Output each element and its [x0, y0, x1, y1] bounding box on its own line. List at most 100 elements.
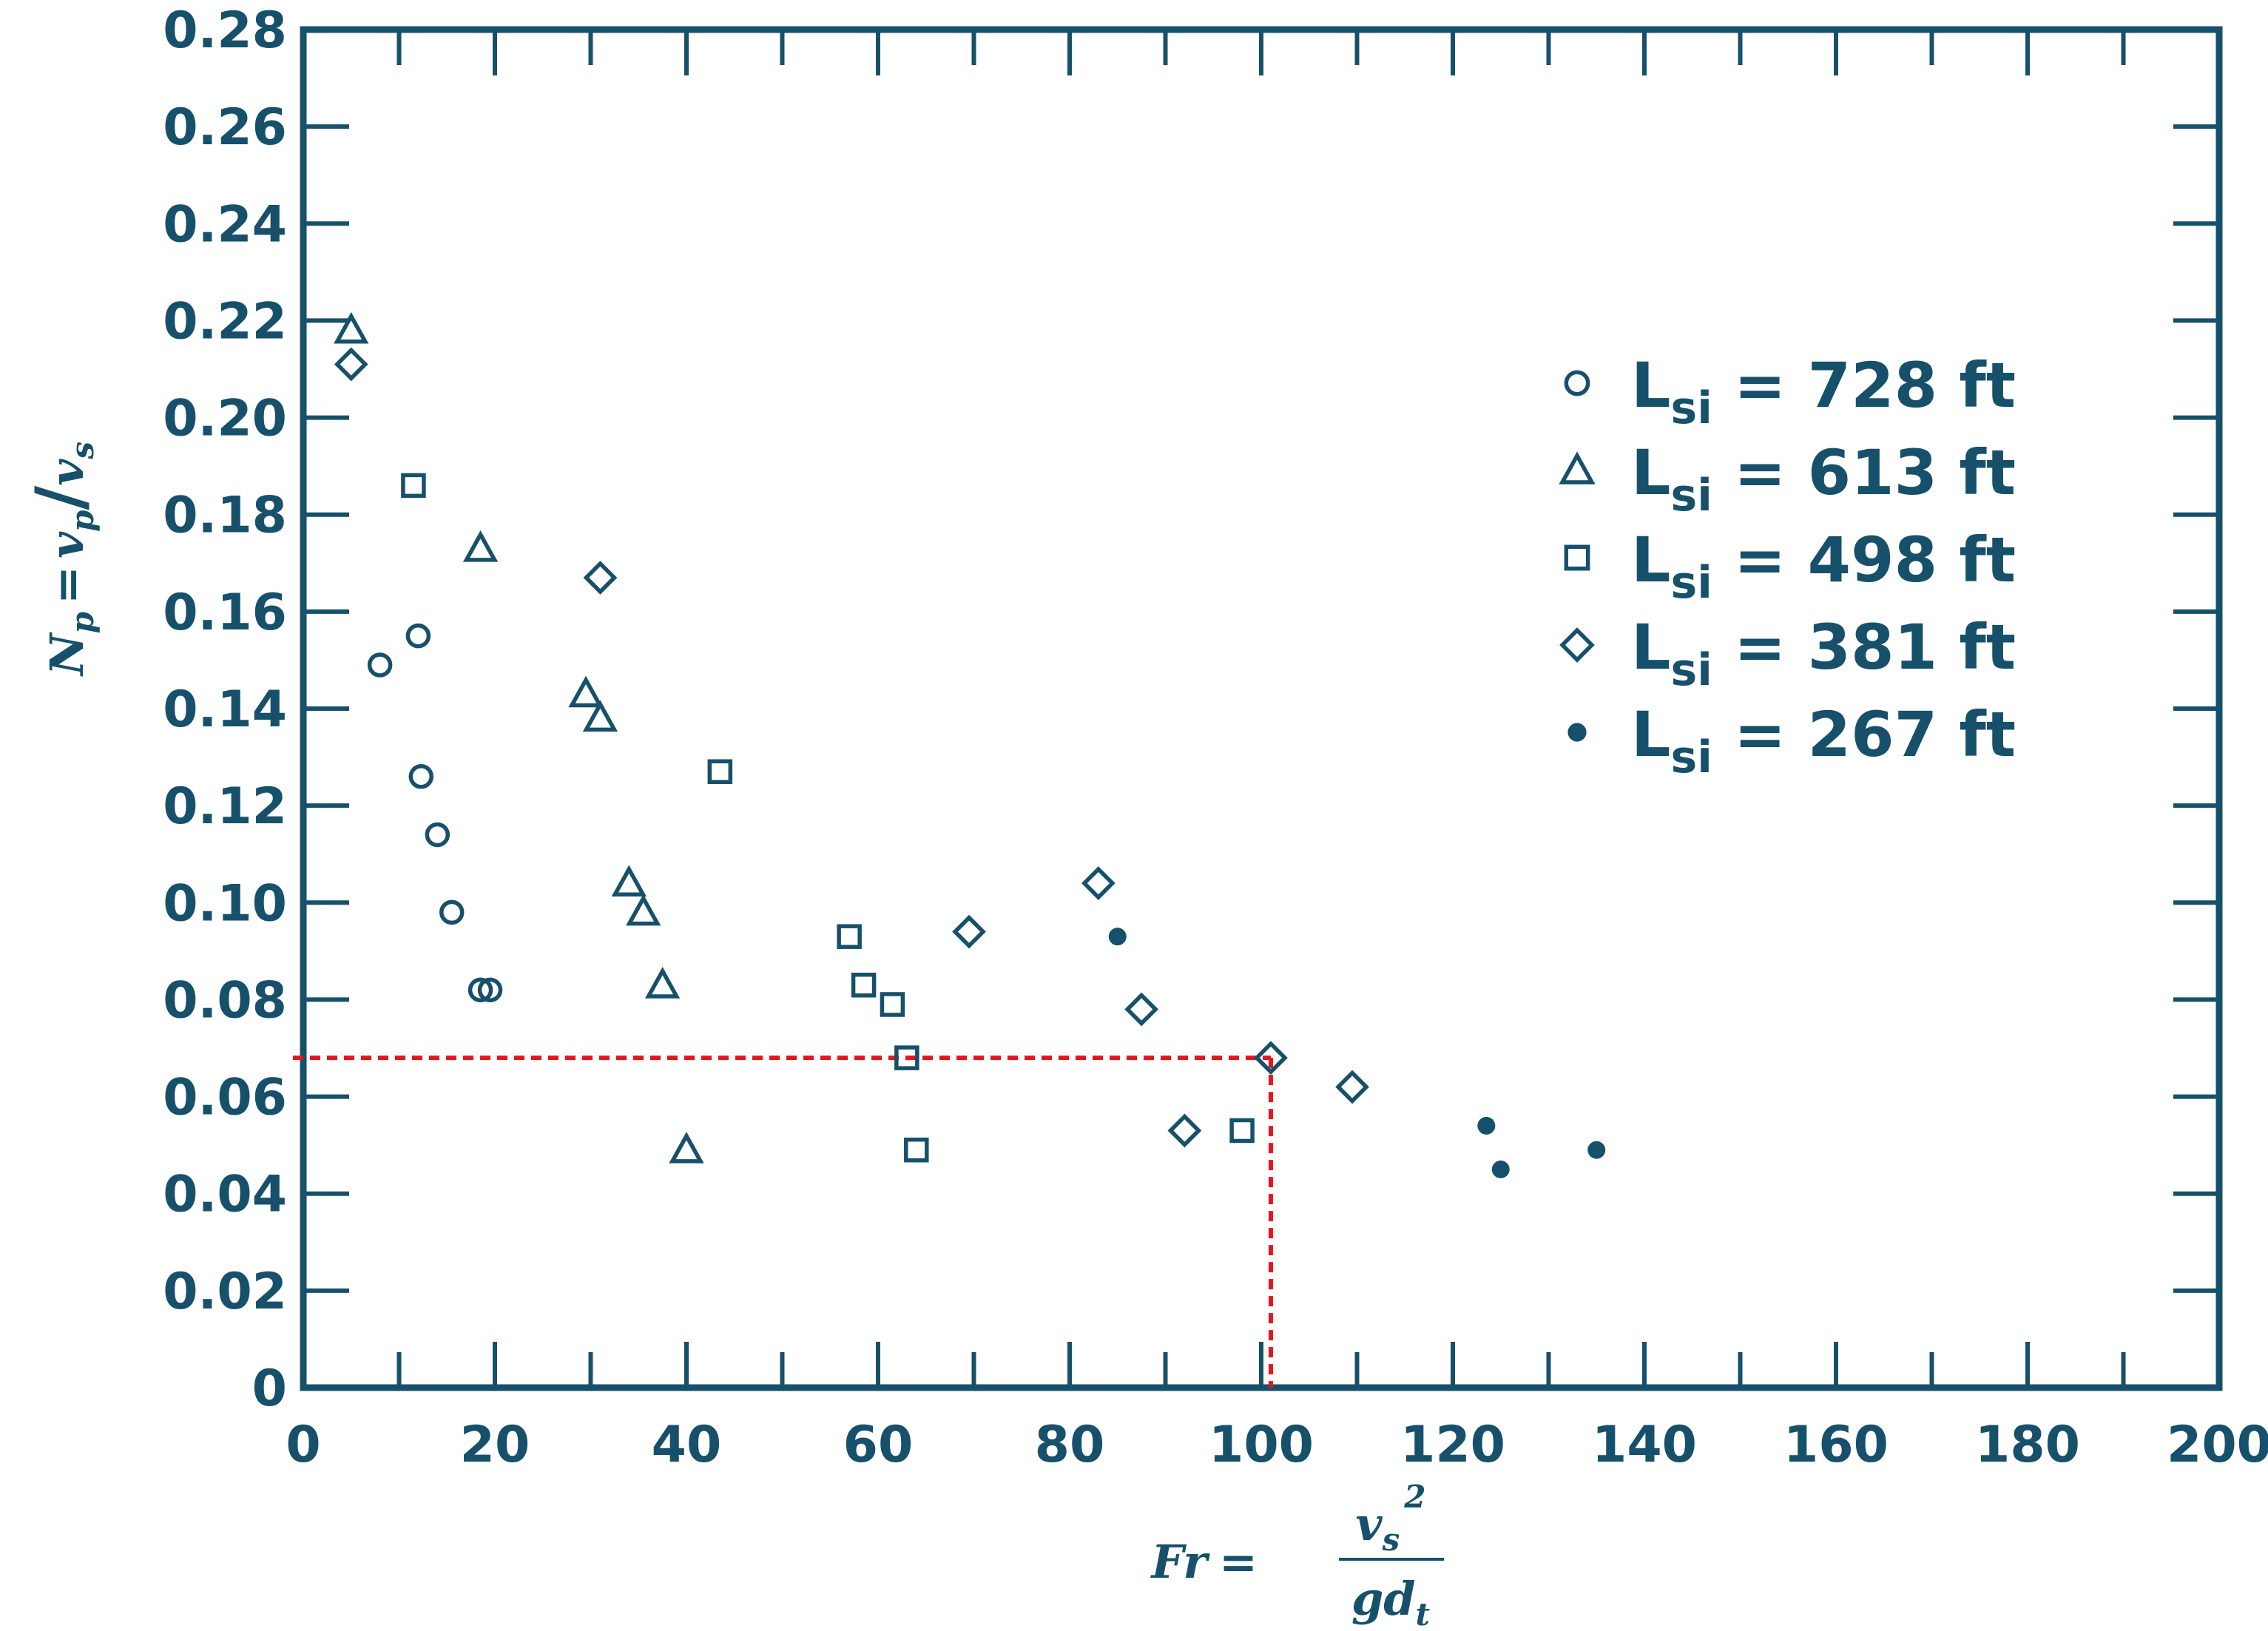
- x-tick-label: 100: [1209, 1416, 1314, 1474]
- point-dot: [1477, 1116, 1496, 1135]
- point-triangle: [462, 530, 499, 562]
- y-tick-label: 0.18: [163, 487, 287, 545]
- y-label-slash: /: [21, 486, 99, 510]
- y-label-num-sub: p: [64, 510, 101, 532]
- y-label-den: v: [40, 459, 94, 486]
- svg-text:gdt: gdt: [1351, 1572, 1430, 1631]
- svg-text:vs2: vs2: [1356, 1479, 1426, 1558]
- legend-label: Lsi = 728 ft: [1631, 349, 2016, 434]
- y-tick-label: 0.16: [163, 584, 287, 642]
- x-axis-label: Fr = vs2 gdt: [1150, 1479, 1444, 1631]
- point-diamond: [1081, 866, 1116, 900]
- x-tick-label: 200: [2167, 1416, 2268, 1474]
- svg-text:Np=vp/vs: Np=vp/vs: [21, 442, 101, 677]
- legend-label: Lsi = 381 ft: [1631, 611, 2016, 696]
- point-circle: [367, 652, 393, 678]
- point-square: [837, 924, 862, 949]
- point-triangle: [611, 865, 647, 897]
- x-label-numerator-sub: s: [1382, 1522, 1400, 1558]
- plot-frame: [300, 26, 2223, 1391]
- x-tick-label: 60: [843, 1416, 914, 1474]
- x-tick-label: 20: [460, 1416, 530, 1474]
- y-tick-label: 0.06: [163, 1069, 287, 1127]
- point-circle: [405, 623, 431, 649]
- legend-label: Lsi = 613 ft: [1631, 436, 2016, 521]
- y-label-num: v: [40, 531, 94, 558]
- y-label-den-sub: s: [64, 442, 101, 460]
- svg-text:Fr=: Fr =: [1150, 1535, 1258, 1589]
- y-axis-label: Np=vp/vs: [21, 442, 101, 677]
- y-tick-label: 0.08: [163, 971, 287, 1030]
- y-tick-label: 0.22: [163, 292, 287, 351]
- x-tick-label: 40: [652, 1416, 722, 1474]
- x-tick-label: 80: [1035, 1416, 1105, 1474]
- point-circle: [477, 977, 503, 1003]
- y-tick-label: 0.20: [163, 390, 287, 448]
- y-tick-label: 0.10: [163, 874, 287, 933]
- point-triangle: [568, 675, 604, 708]
- point-square: [894, 1045, 919, 1070]
- y-tick-label: 0.24: [163, 195, 287, 254]
- point-diamond: [1254, 1041, 1288, 1075]
- y-tick-label: 0.02: [163, 1263, 287, 1321]
- point-circle: [425, 822, 450, 848]
- x-label-denominator: gd: [1351, 1572, 1416, 1626]
- point-diamond: [952, 914, 986, 949]
- legend-marker-triangle: [1559, 451, 1596, 484]
- point-square: [851, 973, 877, 998]
- legend-label: Lsi = 267 ft: [1631, 698, 2016, 783]
- point-diamond: [334, 347, 368, 382]
- x-tick-label: 180: [1975, 1416, 2080, 1474]
- legend-marker-dot: [1567, 723, 1587, 742]
- point-triangle: [669, 1132, 704, 1164]
- point-circle: [468, 977, 493, 1003]
- point-diamond: [1167, 1113, 1202, 1148]
- point-triangle: [582, 700, 618, 732]
- reference-lines: [293, 1056, 1273, 1388]
- y-tick-label: 0.12: [163, 777, 287, 836]
- legend-marker-circle: [1564, 370, 1590, 396]
- point-diamond: [1124, 992, 1159, 1027]
- point-dot: [1491, 1160, 1510, 1178]
- x-tick-label: 120: [1400, 1416, 1505, 1474]
- point-square: [880, 992, 905, 1017]
- axis-ticks: [303, 30, 2219, 1388]
- point-square: [1229, 1118, 1255, 1144]
- point-diamond: [1335, 1070, 1369, 1104]
- x-label-numerator: v: [1356, 1497, 1383, 1551]
- data-points: [334, 311, 1606, 1178]
- point-circle: [408, 764, 434, 789]
- y-label-eq: =: [40, 566, 94, 604]
- point-triangle: [644, 967, 681, 999]
- x-label-lhs: Fr: [1150, 1535, 1210, 1589]
- x-tick-label: 160: [1783, 1416, 1889, 1474]
- point-dot: [1108, 928, 1127, 946]
- x-label-eq: =: [1219, 1535, 1258, 1589]
- point-square: [401, 473, 426, 499]
- legend-marker-diamond: [1559, 627, 1595, 663]
- point-triangle: [334, 311, 369, 344]
- y-label-lhs: N: [40, 632, 94, 677]
- y-label-lhs-sub: p: [64, 612, 101, 633]
- point-diamond: [583, 561, 618, 595]
- legend-label: Lsi = 498 ft: [1631, 524, 2016, 609]
- point-circle: [439, 899, 465, 925]
- x-tick-label: 0: [286, 1416, 320, 1474]
- x-label-numerator-sup: 2: [1403, 1479, 1425, 1515]
- legend-marker-square: [1564, 544, 1590, 571]
- point-square: [904, 1137, 929, 1163]
- y-tick-label: 0.04: [163, 1166, 287, 1224]
- y-tick-label: 0: [252, 1360, 287, 1418]
- point-dot: [1587, 1141, 1606, 1159]
- x-tick-label: 140: [1592, 1416, 1697, 1474]
- y-tick-label: 0.14: [163, 681, 287, 739]
- point-square: [707, 759, 733, 784]
- x-label-denominator-sub: t: [1416, 1596, 1430, 1631]
- point-triangle: [626, 894, 661, 926]
- y-tick-label: 0.28: [163, 1, 287, 60]
- y-tick-label: 0.26: [163, 98, 287, 157]
- tick-labels: 0 20 40 60 80 100 120 140 160 180 200 0 0.02 0.04 0.06…: [163, 1, 2268, 1474]
